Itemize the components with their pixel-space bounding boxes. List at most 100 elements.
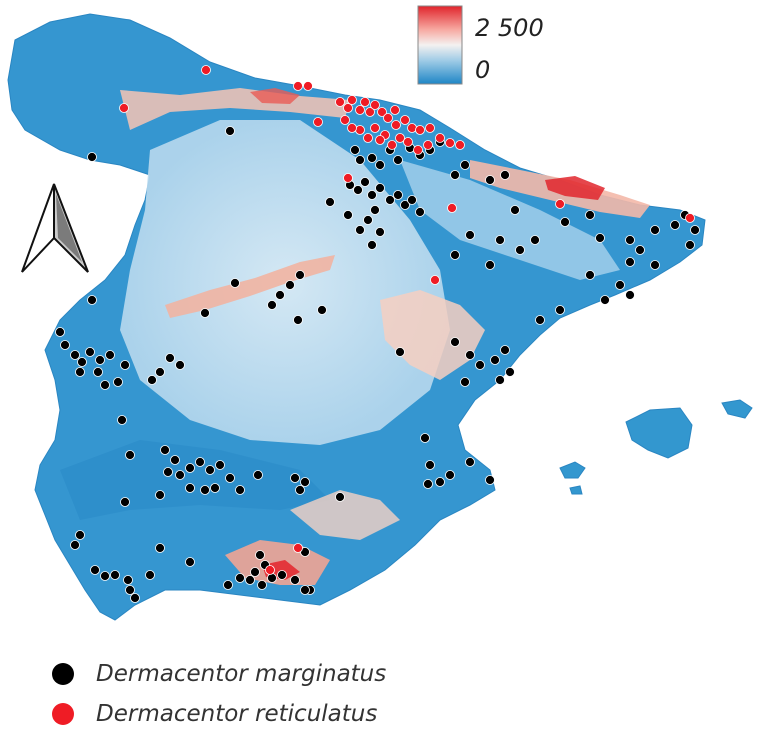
- reticulatus-occurrence-point: [370, 123, 380, 133]
- reticulatus-occurrence-point: [430, 275, 440, 285]
- marginatus-occurrence-point: [625, 235, 635, 245]
- marginatus-occurrence-point: [485, 475, 495, 485]
- marginatus-occurrence-point: [460, 160, 470, 170]
- marginatus-occurrence-point: [223, 580, 233, 590]
- marginatus-occurrence-point: [505, 367, 515, 377]
- reticulatus-occurrence-point: [293, 543, 303, 553]
- marginatus-occurrence-point: [500, 345, 510, 355]
- marginatus-occurrence-point: [267, 300, 277, 310]
- marginatus-occurrence-point: [425, 460, 435, 470]
- reticulatus-occurrence-point: [447, 203, 457, 213]
- marginatus-occurrence-point: [205, 465, 215, 475]
- marginatus-occurrence-point: [125, 450, 135, 460]
- elevation-scale-max-label: 2 500: [475, 14, 544, 42]
- reticulatus-occurrence-point: [375, 135, 385, 145]
- marginatus-occurrence-point: [635, 245, 645, 255]
- marginatus-occurrence-point: [85, 347, 95, 357]
- marginatus-occurrence-point: [100, 380, 110, 390]
- legend-label-marginatus: Dermacentor marginatus: [96, 661, 387, 687]
- marginatus-occurrence-point: [495, 235, 505, 245]
- reticulatus-occurrence-point: [425, 123, 435, 133]
- marginatus-occurrence-point: [225, 126, 235, 136]
- marginatus-occurrence-point: [257, 580, 267, 590]
- legend-item-reticulatus: Dermacentor reticulatus: [52, 694, 386, 734]
- marginatus-occurrence-point: [367, 240, 377, 250]
- reticulatus-occurrence-point: [423, 140, 433, 150]
- marginatus-occurrence-point: [393, 155, 403, 165]
- reticulatus-occurrence-point: [363, 133, 373, 143]
- marginatus-occurrence-point: [295, 485, 305, 495]
- marginatus-occurrence-point: [690, 225, 700, 235]
- marginatus-points: [55, 126, 700, 603]
- marginatus-occurrence-point: [70, 540, 80, 550]
- marginatus-occurrence-point: [585, 210, 595, 220]
- reticulatus-occurrence-point: [415, 125, 425, 135]
- marginatus-occurrence-point: [123, 575, 133, 585]
- reticulatus-occurrence-point: [445, 138, 455, 148]
- marginatus-occurrence-point: [185, 557, 195, 567]
- marginatus-occurrence-point: [475, 360, 485, 370]
- reticulatus-occurrence-point: [387, 140, 397, 150]
- marginatus-occurrence-point: [147, 375, 157, 385]
- marginatus-occurrence-point: [465, 230, 475, 240]
- marginatus-occurrence-point: [650, 260, 660, 270]
- marginatus-occurrence-point: [343, 210, 353, 220]
- marginatus-occurrence-point: [200, 308, 210, 318]
- reticulatus-occurrence-point: [343, 103, 353, 113]
- marginatus-occurrence-point: [93, 367, 103, 377]
- reticulatus-occurrence-point: [377, 107, 387, 117]
- marginatus-occurrence-point: [500, 170, 510, 180]
- reticulatus-marker-icon: [52, 703, 74, 725]
- marginatus-occurrence-point: [110, 570, 120, 580]
- reticulatus-occurrence-point: [370, 100, 380, 110]
- legend: Dermacentor marginatus Dermacentor retic…: [52, 654, 386, 734]
- marginatus-occurrence-point: [685, 240, 695, 250]
- reticulatus-occurrence-point: [395, 133, 405, 143]
- marginatus-marker-icon: [52, 663, 74, 685]
- marginatus-occurrence-point: [60, 340, 70, 350]
- reticulatus-occurrence-point: [201, 65, 211, 75]
- marginatus-occurrence-point: [445, 470, 455, 480]
- marginatus-occurrence-point: [420, 433, 430, 443]
- marginatus-occurrence-point: [100, 571, 110, 581]
- marginatus-occurrence-point: [560, 217, 570, 227]
- marginatus-occurrence-point: [450, 170, 460, 180]
- marginatus-occurrence-point: [277, 570, 287, 580]
- marginatus-occurrence-point: [423, 479, 433, 489]
- marginatus-occurrence-point: [87, 152, 97, 162]
- mallorca: [625, 407, 693, 459]
- marginatus-occurrence-point: [253, 470, 263, 480]
- marginatus-occurrence-point: [367, 153, 377, 163]
- marginatus-occurrence-point: [175, 360, 185, 370]
- marginatus-occurrence-point: [360, 177, 370, 187]
- marginatus-occurrence-point: [75, 530, 85, 540]
- marginatus-occurrence-point: [295, 270, 305, 280]
- reticulatus-occurrence-point: [555, 199, 565, 209]
- marginatus-occurrence-point: [290, 473, 300, 483]
- reticulatus-occurrence-point: [403, 137, 413, 147]
- pyrenees-peaks: [545, 176, 605, 200]
- reticulatus-occurrence-point: [435, 133, 445, 143]
- marginatus-occurrence-point: [255, 550, 265, 560]
- marginatus-occurrence-point: [395, 347, 405, 357]
- marginatus-occurrence-point: [415, 207, 425, 217]
- marginatus-occurrence-point: [163, 467, 173, 477]
- marginatus-occurrence-point: [625, 257, 635, 267]
- legend-item-marginatus: Dermacentor marginatus: [52, 654, 386, 694]
- marginatus-occurrence-point: [145, 570, 155, 580]
- reticulatus-occurrence-point: [400, 115, 410, 125]
- elevation-scale-min-label: 0: [475, 56, 491, 84]
- marginatus-occurrence-point: [75, 367, 85, 377]
- reticulatus-occurrence-point: [347, 123, 357, 133]
- cantabrian-peaks: [250, 88, 300, 104]
- marginatus-occurrence-point: [155, 543, 165, 553]
- marginatus-occurrence-point: [450, 250, 460, 260]
- marginatus-occurrence-point: [195, 457, 205, 467]
- reticulatus-occurrence-point: [685, 213, 695, 223]
- marginatus-occurrence-point: [490, 355, 500, 365]
- reticulatus-occurrence-point: [265, 565, 275, 575]
- marginatus-occurrence-point: [120, 497, 130, 507]
- marginatus-occurrence-point: [285, 280, 295, 290]
- legend-label-reticulatus: Dermacentor reticulatus: [96, 701, 378, 727]
